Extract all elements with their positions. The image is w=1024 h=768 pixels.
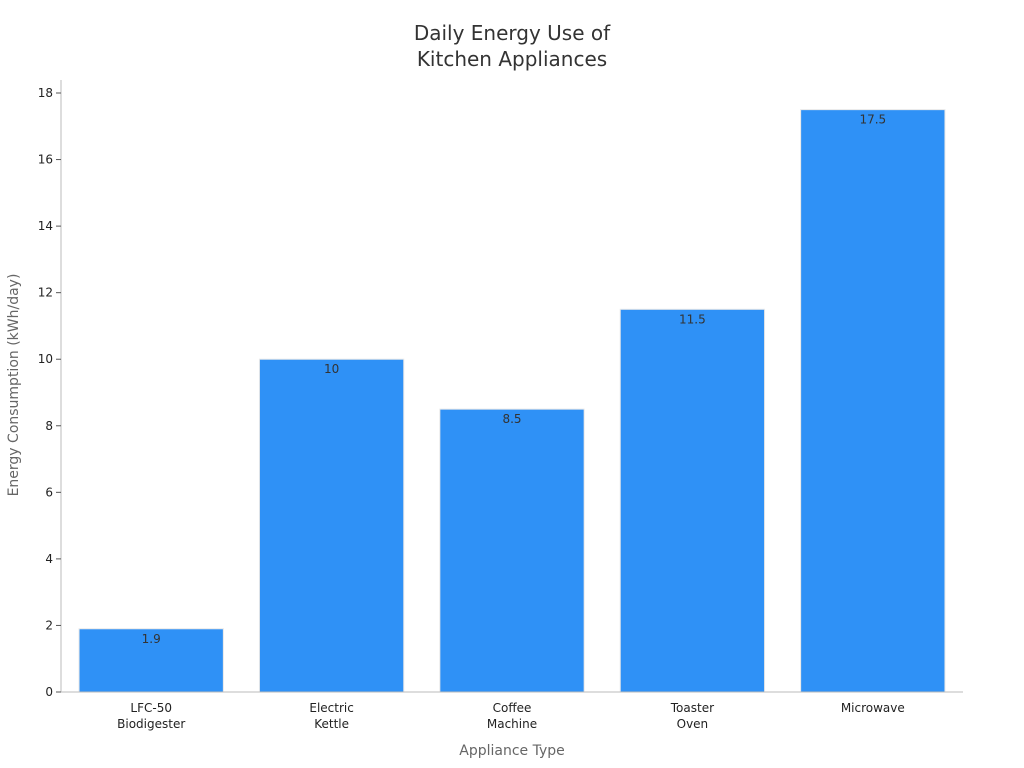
- bars-layer: 1.9 10 8.5 11.5 17.5: [78, 109, 946, 693]
- x-axis-label: Appliance Type: [459, 743, 565, 759]
- chart-title-line-1: Daily Energy Use of: [414, 21, 611, 45]
- y-tick-label-3: 6: [45, 485, 53, 499]
- x-tick-label-3-1: Oven: [677, 717, 709, 731]
- x-tick-label-3-0: Toaster: [670, 701, 714, 715]
- y-tick-label-7: 14: [38, 219, 53, 233]
- y-tick-label-5: 10: [38, 352, 53, 366]
- bar-3: [619, 308, 766, 693]
- data-label-2: 8.5: [502, 412, 521, 426]
- y-axis-label: Energy Consumption (kWh/day): [6, 274, 22, 497]
- data-label-4: 17.5: [859, 113, 886, 127]
- x-tick-label-0-1: Biodigester: [117, 717, 185, 731]
- bar-1: [258, 358, 405, 693]
- bar-4: [800, 109, 946, 693]
- bar-2: [439, 408, 585, 693]
- x-tick-label-2-1: Machine: [487, 717, 537, 731]
- y-tick-label-8: 16: [38, 153, 53, 167]
- data-label-3: 11.5: [679, 312, 706, 326]
- y-tick-label-1: 2: [45, 618, 53, 632]
- y-tick-label-0: 0: [45, 685, 53, 699]
- y-tick-label-6: 12: [38, 286, 53, 300]
- x-tick-label-0-0: LFC-50: [130, 701, 172, 715]
- axes-layer: LFC-50 Biodigester Electric Kettle Coffee Mac…: [38, 80, 963, 731]
- chart-title-line-2: Kitchen Appliances: [417, 47, 607, 71]
- bar-0: [78, 628, 224, 693]
- y-tick-label-2: 4: [45, 552, 53, 566]
- data-label-0: 1.9: [142, 632, 161, 646]
- x-tick-label-4-0: Microwave: [841, 701, 905, 715]
- x-tick-label-1-0: Electric: [309, 701, 353, 715]
- data-label-1: 10: [324, 362, 339, 376]
- y-tick-label-4: 8: [45, 419, 53, 433]
- y-tick-label-9: 18: [38, 86, 53, 100]
- x-tick-label-2-0: Coffee: [493, 701, 532, 715]
- x-tick-label-1-1: Kettle: [314, 717, 349, 731]
